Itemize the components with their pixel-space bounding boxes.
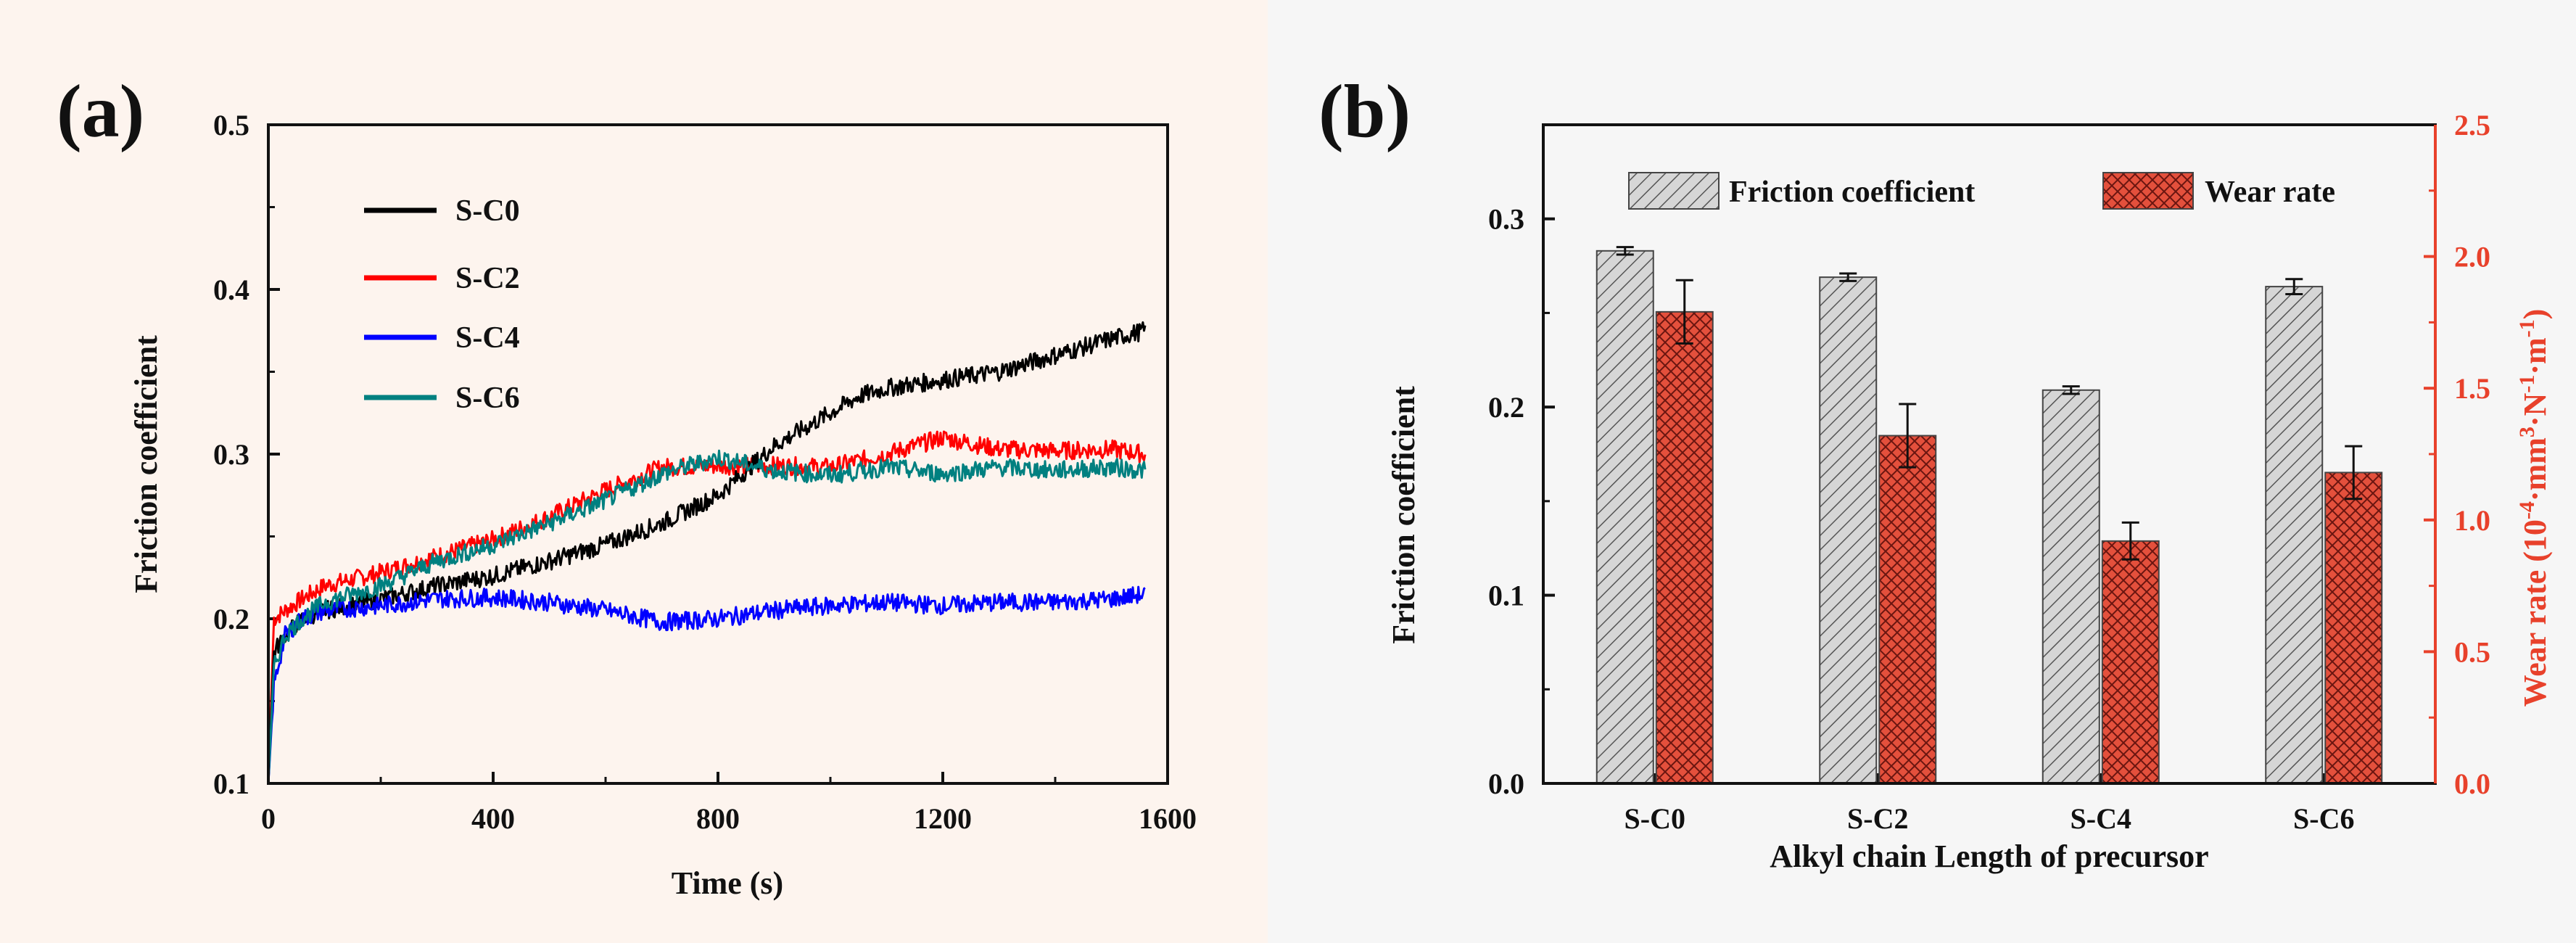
panel-a-y-axis-title: Friction coefficient	[128, 335, 164, 593]
panel-b-x-tick-label: S-C0	[1625, 802, 1685, 835]
panel-b-y2-tick-label: 2.5	[2454, 109, 2490, 141]
panel-b-x-axis-title: Alkyl chain Length of precursor	[1770, 839, 2208, 874]
panel-a-y-tick-label: 0.5	[213, 109, 249, 141]
panel-a-x-tick-label: 1200	[914, 802, 972, 835]
panel-a-x-tick-labels: 0 400 800 1200 1600	[261, 802, 1197, 835]
panel-a-y-tick-label: 0.4	[213, 273, 249, 306]
legend-label-s-c2: S-C2	[455, 262, 520, 295]
panel-b-bars	[1595, 246, 2383, 785]
panel-b-y-axis-title: Friction coefficient	[1386, 386, 1421, 644]
bar-wear-s-c4	[2101, 540, 2160, 785]
panel-a-label: (a)	[57, 70, 144, 153]
panel-b-x-tick-label: S-C2	[1847, 802, 1908, 835]
bar-friction-s-c4	[2042, 389, 2100, 784]
legend-label-friction-coefficient: Friction coefficient	[1729, 176, 1975, 209]
panel-a-legend: S-C0 S-C2 S-C4 S-C6	[364, 194, 520, 415]
bar-friction-s-c0	[1595, 250, 1654, 784]
panel-b-y2-tick-label: 0.5	[2454, 635, 2490, 668]
series-line-s-c4	[267, 585, 1146, 784]
bar-wear-s-c0	[1655, 310, 1714, 784]
bar-friction-s-c2	[1819, 276, 1878, 784]
panel-b-label: (b)	[1318, 70, 1411, 153]
series-line-s-c6	[267, 449, 1147, 784]
panel-a-y-tick-label: 0.3	[213, 438, 249, 471]
panel-b-legend: Friction coefficient Wear rate	[1628, 172, 2335, 210]
legend-swatch-wear-rate	[2102, 172, 2194, 210]
panel-b-y2-tick-label: 1.0	[2454, 504, 2490, 537]
legend-label-s-c0: S-C0	[455, 194, 520, 228]
panel-b-y-tick-labels: 0.0 0.1 0.2 0.3	[1488, 203, 1524, 800]
panel-b-y-tick-label: 0.3	[1488, 203, 1524, 236]
panel-b-y2-axis-title: Wear rate (10-4·mm3·N-1·m-1)	[2515, 309, 2554, 707]
panel-b-x-tick-label: S-C4	[2071, 802, 2131, 835]
panel-a-x-tick-label: 1600	[1139, 802, 1197, 835]
panel-b-x-tick-label: S-C6	[2293, 802, 2354, 835]
panel-a-y-tick-label: 0.1	[213, 767, 249, 800]
legend-label-wear-rate: Wear rate	[2205, 176, 2335, 209]
panel-b-y2-tick-label: 1.5	[2454, 372, 2490, 405]
legend-label-s-c4: S-C4	[455, 321, 520, 355]
panel-a-x-tick-label: 0	[261, 802, 276, 835]
panel-b-y-tick-label: 0.2	[1488, 391, 1524, 424]
panel-b-y2-tick-label: 2.0	[2454, 241, 2490, 273]
bar-friction-s-c6	[2265, 286, 2324, 784]
panel-b-y2-tick-label: 0.0	[2454, 767, 2490, 800]
panel-a-x-axis-title: Time (s)	[672, 865, 783, 901]
legend-label-s-c6: S-C6	[455, 382, 520, 415]
panel-a-lines	[267, 321, 1147, 784]
bar-wear-s-c6	[2324, 472, 2383, 784]
series-line-s-c2	[267, 430, 1147, 784]
legend-swatch-friction-coefficient	[1628, 172, 1720, 210]
panel-a-x-tick-label: 400	[471, 802, 515, 835]
panel-a-plot-frame	[267, 123, 1169, 785]
bar-wear-s-c2	[1878, 435, 1937, 784]
series-line-s-c0	[267, 321, 1147, 784]
panel-b-y2-tick-labels: 0.0 0.5 1.0 1.5 2.0 2.5	[2454, 109, 2490, 800]
panel-b-y-tick-label: 0.0	[1488, 767, 1524, 800]
panel-a-x-tick-label: 800	[696, 802, 740, 835]
panel-b-y-tick-label: 0.1	[1488, 580, 1524, 612]
panel-b-x-tick-labels: S-C0 S-C2 S-C4 S-C6	[1625, 802, 2355, 835]
panel-a-y-tick-label: 0.2	[213, 603, 249, 635]
panel-a-y-tick-labels: 0.1 0.2 0.3 0.4 0.5	[213, 109, 249, 800]
